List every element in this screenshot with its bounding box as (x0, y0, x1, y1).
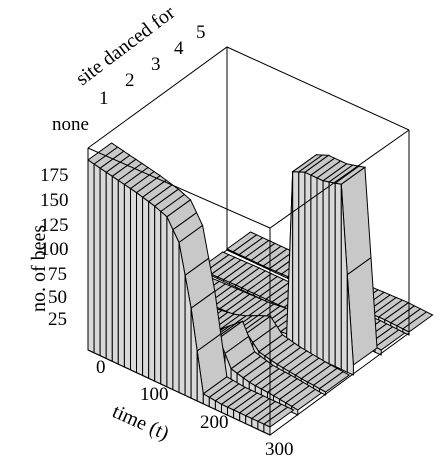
surface-wall (148, 200, 156, 382)
box-back-edge-top (87, 46, 410, 149)
surface-wall (334, 182, 342, 371)
bees-ticks: 25 50 75 100 125 150 175 (40, 165, 69, 330)
surface-wall (111, 175, 119, 365)
box-front-edge-floor (87, 332, 410, 436)
box-front (87, 129, 410, 436)
surface-wall (105, 171, 113, 363)
tick-bees-25: 25 (48, 309, 67, 330)
surface-wall (160, 210, 168, 388)
surface-wall (316, 177, 324, 362)
tick-bees-175: 175 (40, 165, 69, 186)
series-none (87, 142, 295, 436)
surface-wall (292, 171, 300, 351)
surface-wall (319, 387, 327, 396)
surface-plot (87, 142, 434, 436)
tick-time-0: 0 (96, 357, 106, 378)
tick-time-200: 200 (200, 412, 229, 433)
surface-wall (87, 159, 95, 354)
tick-bees-125: 125 (40, 215, 69, 236)
surface-wall (310, 174, 318, 359)
time-ticks: 0 100 200 300 (96, 357, 294, 460)
surface-wall (99, 167, 107, 360)
surface-wall (123, 183, 131, 371)
surface-wall (136, 191, 144, 377)
surface-wall (172, 229, 180, 394)
tick-site-5: 5 (196, 22, 206, 43)
tick-bees-150: 150 (40, 190, 69, 211)
tick-site-4: 4 (174, 38, 184, 59)
surface-wall (298, 171, 306, 354)
surface-wall (374, 346, 382, 356)
surface-wall (117, 179, 125, 368)
surface-wall (402, 328, 410, 336)
tick-site-3: 3 (151, 54, 161, 75)
surface-wall (142, 196, 150, 380)
tick-time-100: 100 (140, 384, 169, 405)
surface-wall (346, 274, 354, 376)
tick-site-1: 1 (99, 88, 109, 109)
surface-wall (166, 216, 174, 391)
tick-bees-100: 100 (40, 239, 69, 260)
box-front-edge-top (87, 129, 410, 229)
surface-wall (93, 163, 101, 357)
tick-bees-50: 50 (48, 287, 67, 308)
surface-wall (322, 180, 330, 365)
surface-wall (154, 205, 162, 385)
tick-site-2: 2 (125, 70, 135, 91)
tick-site-none: none (52, 114, 89, 135)
site-ticks: none 1 2 3 4 5 (52, 22, 206, 135)
surface-wall (130, 187, 137, 374)
axis-title-bees: no. of bees (28, 225, 50, 312)
surface-wall (328, 181, 336, 368)
axis-title-time: time (t) (109, 400, 172, 444)
tick-bees-75: 75 (48, 264, 67, 285)
tick-time-300: 300 (265, 439, 294, 460)
